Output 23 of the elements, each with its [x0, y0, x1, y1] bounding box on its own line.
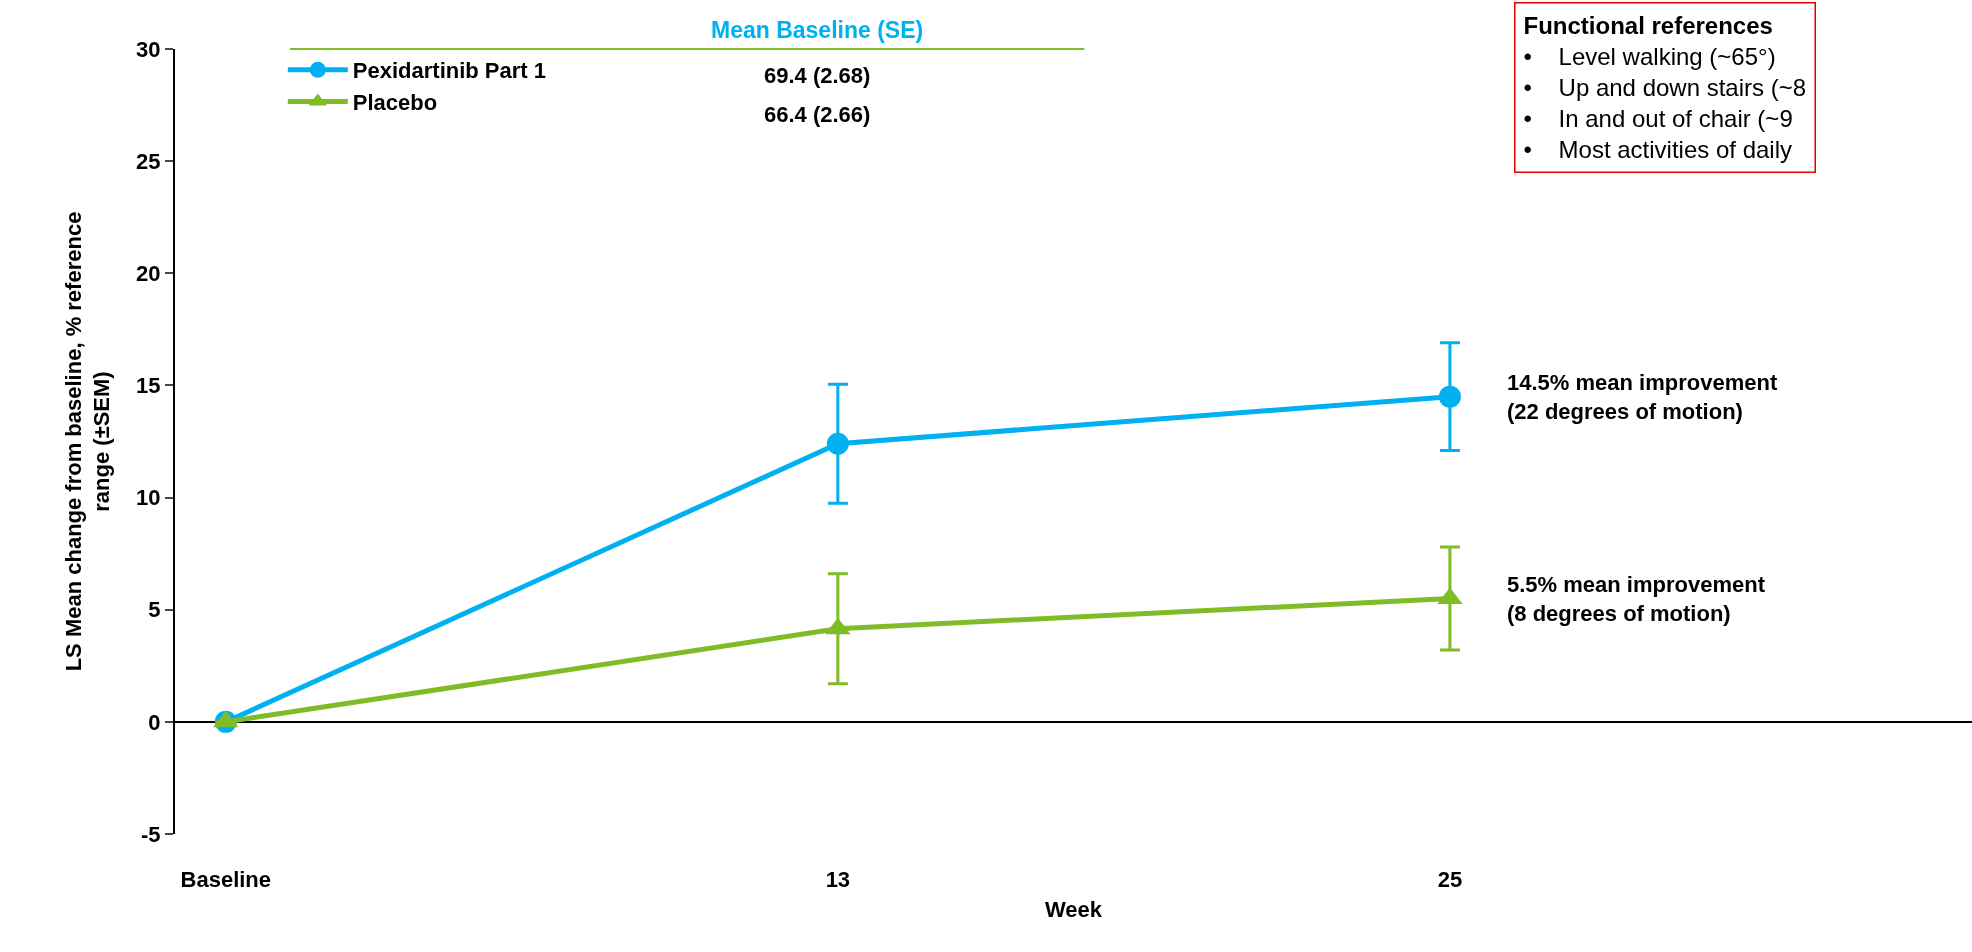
annotation: 69.4 (2.68): [764, 63, 871, 88]
text: Mean Baseline (SE): [711, 17, 924, 43]
point: [826, 432, 849, 455]
y-tick-label: 0: [148, 709, 161, 735]
y-tick-label: 10: [136, 485, 161, 511]
legend-label: Pexidartinib Part 1: [352, 58, 547, 84]
point: [1438, 385, 1461, 408]
x-tick-label: Baseline: [180, 867, 272, 892]
y-tick-label: 30: [136, 36, 161, 62]
y-tick-label: 15: [136, 373, 161, 399]
legend-label: Placebo: [352, 89, 438, 115]
x-axis-title: Week: [1044, 896, 1103, 922]
y-tick-label: 5: [148, 597, 161, 623]
y-tick-label: -5: [141, 821, 161, 847]
annotation: Functional references • Level walking (~65°) • Up and down stairs (~8 • In and out of chair (~9 • Most activities of daily: [1523, 11, 1807, 164]
annotation: 14.5% mean improvement (22 degrees of motion): [1507, 370, 1778, 424]
y-tick-label: 20: [136, 260, 161, 286]
annotation: 5.5% mean improvement (8 degrees of motion): [1507, 572, 1766, 626]
y-tick-label: 25: [136, 148, 161, 174]
annotation: 66.4 (2.66): [764, 102, 871, 127]
x-tick-label: 13: [825, 867, 851, 892]
x-tick-label: 25: [1437, 867, 1463, 892]
y-axis-title: LS Mean change from baseline, % reference range (±SEM): [60, 211, 115, 672]
